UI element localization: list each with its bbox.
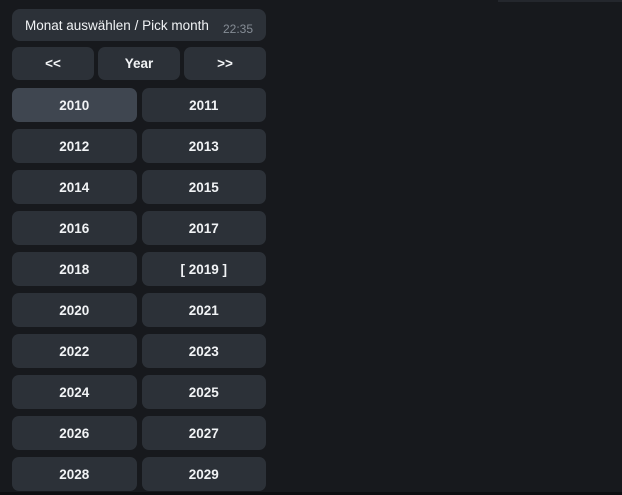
year-button-2021[interactable]: 2021 xyxy=(141,293,266,327)
year-mode-button[interactable]: Year xyxy=(98,47,180,80)
year-button-2011[interactable]: 2011 xyxy=(141,88,266,122)
year-button-2029[interactable]: 2029 xyxy=(141,457,266,491)
year-button-2016[interactable]: 2016 xyxy=(12,211,137,245)
year-button-2025[interactable]: 2025 xyxy=(141,375,266,409)
year-button-2015[interactable]: 2015 xyxy=(141,170,266,204)
inline-keyboard-nav-row: << Year >> xyxy=(12,47,266,80)
year-button-2018[interactable]: 2018 xyxy=(12,252,137,286)
year-button-2013[interactable]: 2013 xyxy=(141,129,266,163)
window-bottom-edge xyxy=(0,492,622,495)
year-button-2027[interactable]: 2027 xyxy=(141,416,266,450)
year-button-2014[interactable]: 2014 xyxy=(12,170,137,204)
year-button-2012[interactable]: 2012 xyxy=(12,129,137,163)
year-button-2028[interactable]: 2028 xyxy=(12,457,137,491)
year-button-2019[interactable]: [ 2019 ] xyxy=(141,252,266,286)
year-button-2023[interactable]: 2023 xyxy=(141,334,266,368)
year-button-2024[interactable]: 2024 xyxy=(12,375,137,409)
year-button-2010[interactable]: 2010 xyxy=(12,88,137,122)
bot-message-bubble: Monat auswählen / Pick month 22:35 xyxy=(12,9,266,41)
year-button-2017[interactable]: 2017 xyxy=(141,211,266,245)
message-timestamp: 22:35 xyxy=(222,22,253,36)
year-button-2026[interactable]: 2026 xyxy=(12,416,137,450)
message-text: Monat auswählen / Pick month xyxy=(25,17,209,33)
year-grid: 2010 2011 2012 2013 2014 2015 2016 2017 2018[ 20… xyxy=(12,88,266,491)
year-button-2020[interactable]: 2020 xyxy=(12,293,137,327)
next-button[interactable]: >> xyxy=(184,47,266,80)
prev-button[interactable]: << xyxy=(12,47,94,80)
chat-area: Monat auswählen / Pick month 22:35 << Ye… xyxy=(12,9,266,491)
year-button-2022[interactable]: 2022 xyxy=(12,334,137,368)
top-edge-line xyxy=(498,0,622,2)
